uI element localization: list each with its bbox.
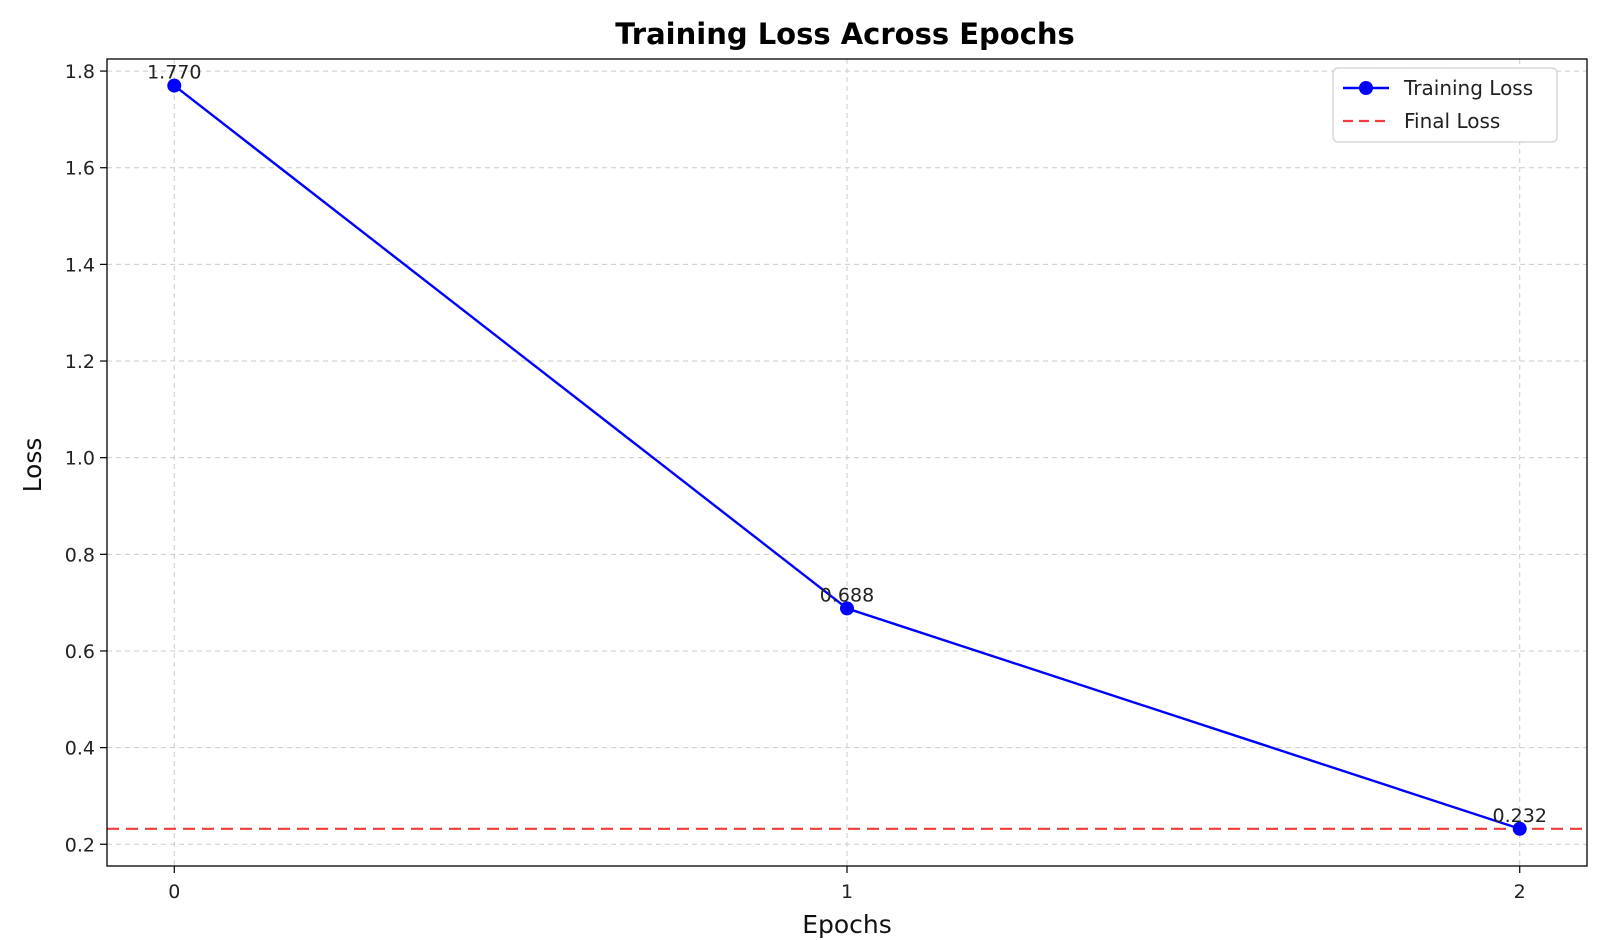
legend: Training Loss Final Loss xyxy=(1332,67,1558,143)
data-label: 1.770 xyxy=(147,62,201,84)
training-loss-point xyxy=(167,78,182,93)
x-tick-label: 0 xyxy=(168,881,180,903)
y-tick-label: 1.6 xyxy=(65,158,95,180)
y-tick-label: 0.2 xyxy=(65,834,95,856)
y-tick-label: 1.8 xyxy=(65,61,95,83)
y-tick-label: 0.4 xyxy=(65,738,95,760)
grid xyxy=(107,59,1587,866)
y-tick-label: 1.4 xyxy=(65,254,95,276)
legend-label-training-loss: Training Loss xyxy=(1403,76,1533,100)
legend-marker-training-loss xyxy=(1359,81,1373,95)
data-label: 0.232 xyxy=(1493,805,1547,827)
data-label: 0.688 xyxy=(820,584,874,606)
training-loss-point xyxy=(1512,821,1527,836)
axis-ticks: 0.2 0.4 0.6 0.8 1.0 1.2 1.4 1.6 1.8 0 1 2 xyxy=(65,61,1526,903)
chart-title: Training Loss Across Epochs xyxy=(615,17,1075,51)
training-loss-point xyxy=(840,601,854,616)
y-tick-label: 0.8 xyxy=(65,544,95,566)
y-tick-label: 1.0 xyxy=(65,448,95,470)
y-tick-label: 1.2 xyxy=(65,351,95,373)
legend-box xyxy=(1332,67,1558,143)
x-tick-label: 1 xyxy=(841,881,853,903)
x-axis-title: Epochs xyxy=(802,910,892,939)
y-tick-label: 0.6 xyxy=(65,641,95,663)
x-tick-label: 2 xyxy=(1514,881,1526,903)
legend-label-final-loss: Final Loss xyxy=(1404,109,1500,133)
y-axis-title: Loss xyxy=(18,438,47,493)
series-layer xyxy=(167,78,1527,836)
data-labels: 1.770 0.688 0.232 xyxy=(147,62,1547,827)
